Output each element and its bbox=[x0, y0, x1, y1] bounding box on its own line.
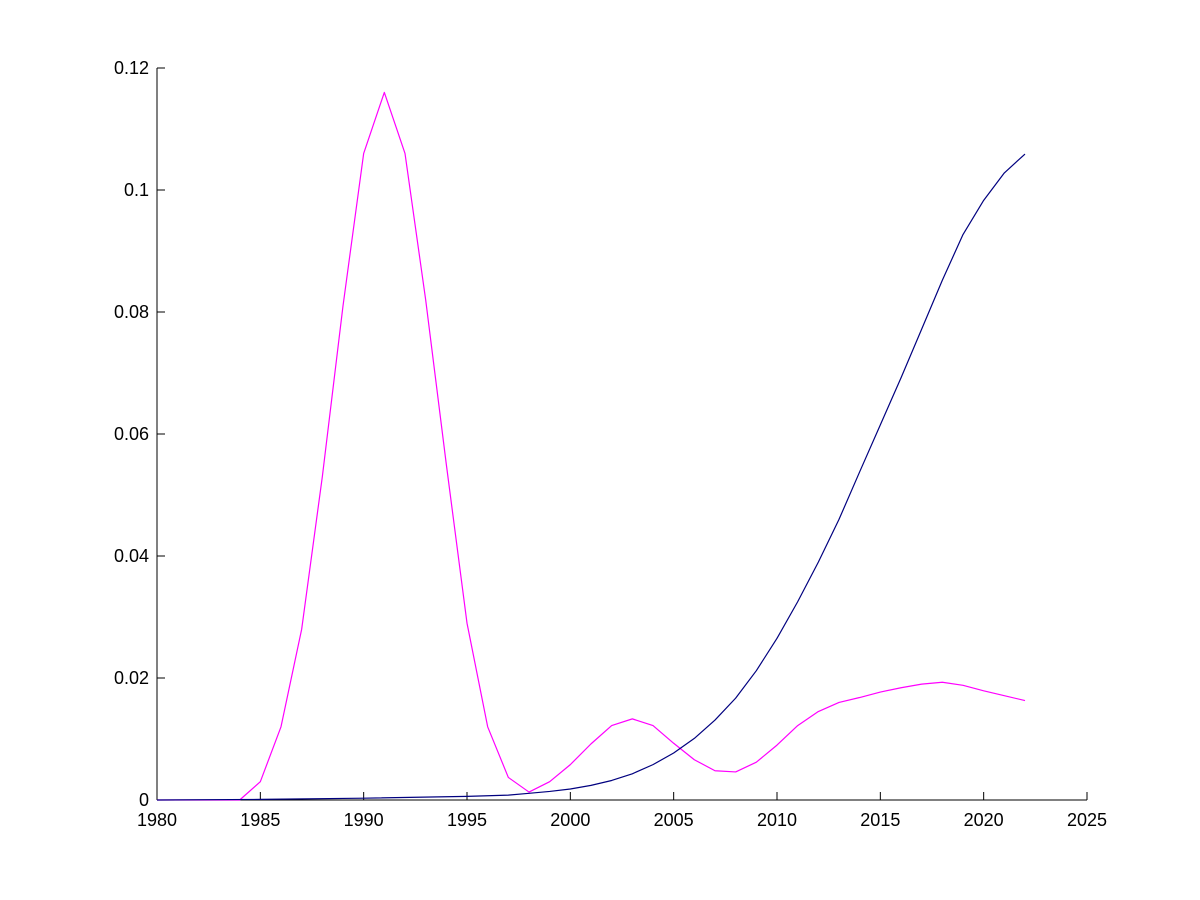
y-tick-label: 0.1 bbox=[124, 180, 149, 200]
y-tick-label: 0.02 bbox=[114, 668, 149, 688]
x-tick-label: 2025 bbox=[1067, 810, 1107, 830]
series-layer bbox=[156, 91, 1026, 801]
x-tick-label: 2005 bbox=[654, 810, 694, 830]
y-tick-label: 0.04 bbox=[114, 546, 149, 566]
y-tick-label: 0.06 bbox=[114, 424, 149, 444]
axes: 1980 1985 1990 1995 2000 2005 2010 2015 2020 2025… bbox=[114, 58, 1107, 830]
x-tick-label: 2010 bbox=[757, 810, 797, 830]
x-tick-label: 1985 bbox=[240, 810, 280, 830]
series-line-1 bbox=[157, 91, 1026, 801]
x-tick-label: 1990 bbox=[344, 810, 384, 830]
y-tick-label: 0.12 bbox=[114, 58, 149, 78]
y-tick-label: 0 bbox=[139, 790, 149, 810]
series-line-2 bbox=[156, 153, 1026, 801]
x-tick-label: 2000 bbox=[550, 810, 590, 830]
y-tick-label: 0.08 bbox=[114, 302, 149, 322]
x-tick-label: 2015 bbox=[860, 810, 900, 830]
x-tick-label: 2020 bbox=[964, 810, 1004, 830]
x-tick-label: 1980 bbox=[137, 810, 177, 830]
x-tick-label: 1995 bbox=[447, 810, 487, 830]
